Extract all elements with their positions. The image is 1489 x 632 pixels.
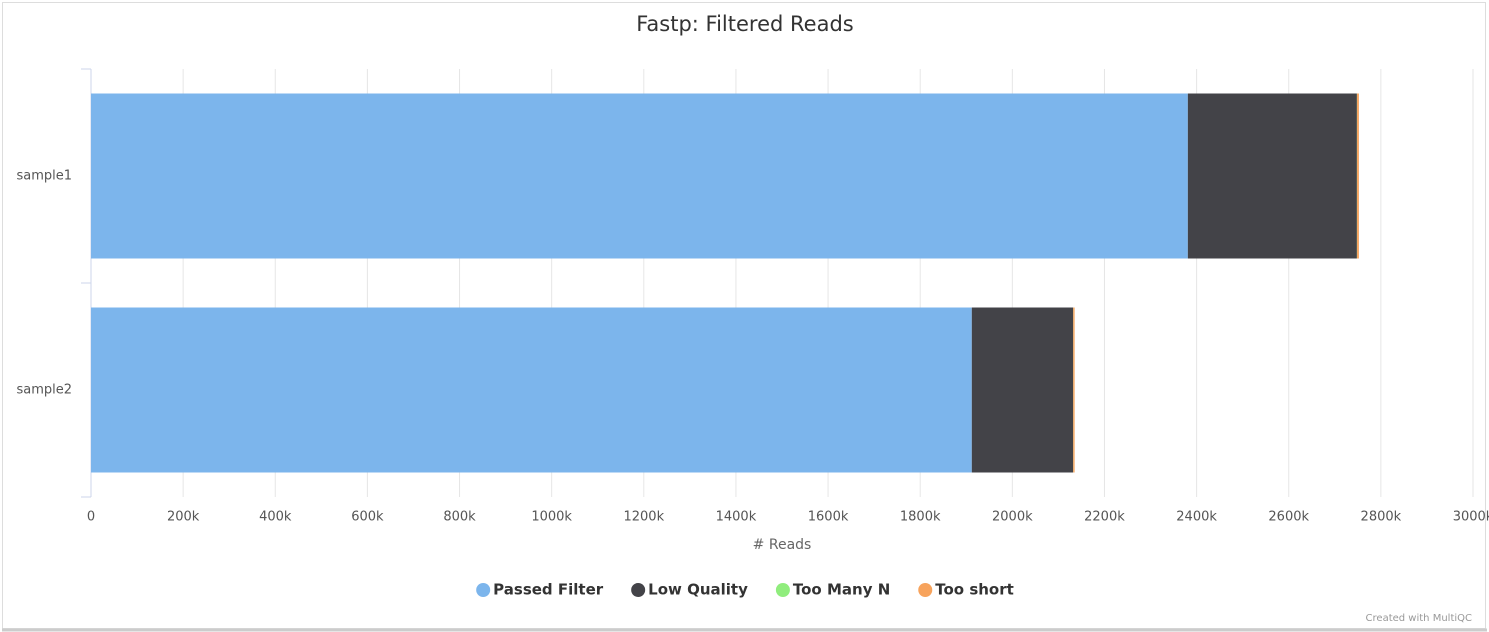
x-axis-title: # Reads: [753, 537, 812, 553]
x-tick-label: 800k: [443, 510, 476, 525]
x-tick-label: 1800k: [900, 510, 941, 525]
x-tick-label: 3000k: [1453, 510, 1489, 525]
legend-marker: [476, 583, 491, 597]
x-tick-label: 1600k: [808, 510, 849, 525]
y-tick-label: sample2: [16, 383, 72, 398]
x-tick-label: 2600k: [1268, 510, 1309, 525]
x-tick-label: 2400k: [1176, 510, 1217, 525]
x-tick-label: 2000k: [992, 510, 1033, 525]
bar-segment: [1357, 93, 1359, 259]
y-tick-label: sample1: [16, 169, 72, 184]
bar-segment: [1073, 307, 1075, 473]
x-tick-label: 600k: [351, 510, 384, 525]
x-tick-label: 1200k: [623, 510, 664, 525]
legend-marker: [918, 583, 933, 597]
legend-marker: [631, 583, 646, 597]
bar-segment: [1187, 93, 1357, 259]
x-tick-label: 1000k: [531, 510, 572, 525]
bar-segment: [971, 307, 1074, 473]
bar-segment: [91, 307, 972, 473]
legend-label: Low Quality: [648, 581, 748, 599]
x-tick-label: 400k: [259, 510, 292, 525]
x-tick-label: 0: [87, 510, 95, 525]
credit: Created with MultiQC: [1366, 613, 1472, 624]
legend-label: Too short: [935, 581, 1014, 599]
legend-label: Too Many N: [793, 581, 890, 599]
bar-segment: [91, 93, 1188, 259]
x-tick-label: 200k: [167, 510, 200, 525]
x-tick-label: 2800k: [1361, 510, 1402, 525]
x-tick-label: 2200k: [1084, 510, 1125, 525]
legend-marker: [775, 583, 790, 597]
legend-label: Passed Filter: [493, 581, 604, 599]
x-tick-label: 1400k: [716, 510, 757, 525]
chart-title: Fastp: Filtered Reads: [636, 12, 853, 36]
